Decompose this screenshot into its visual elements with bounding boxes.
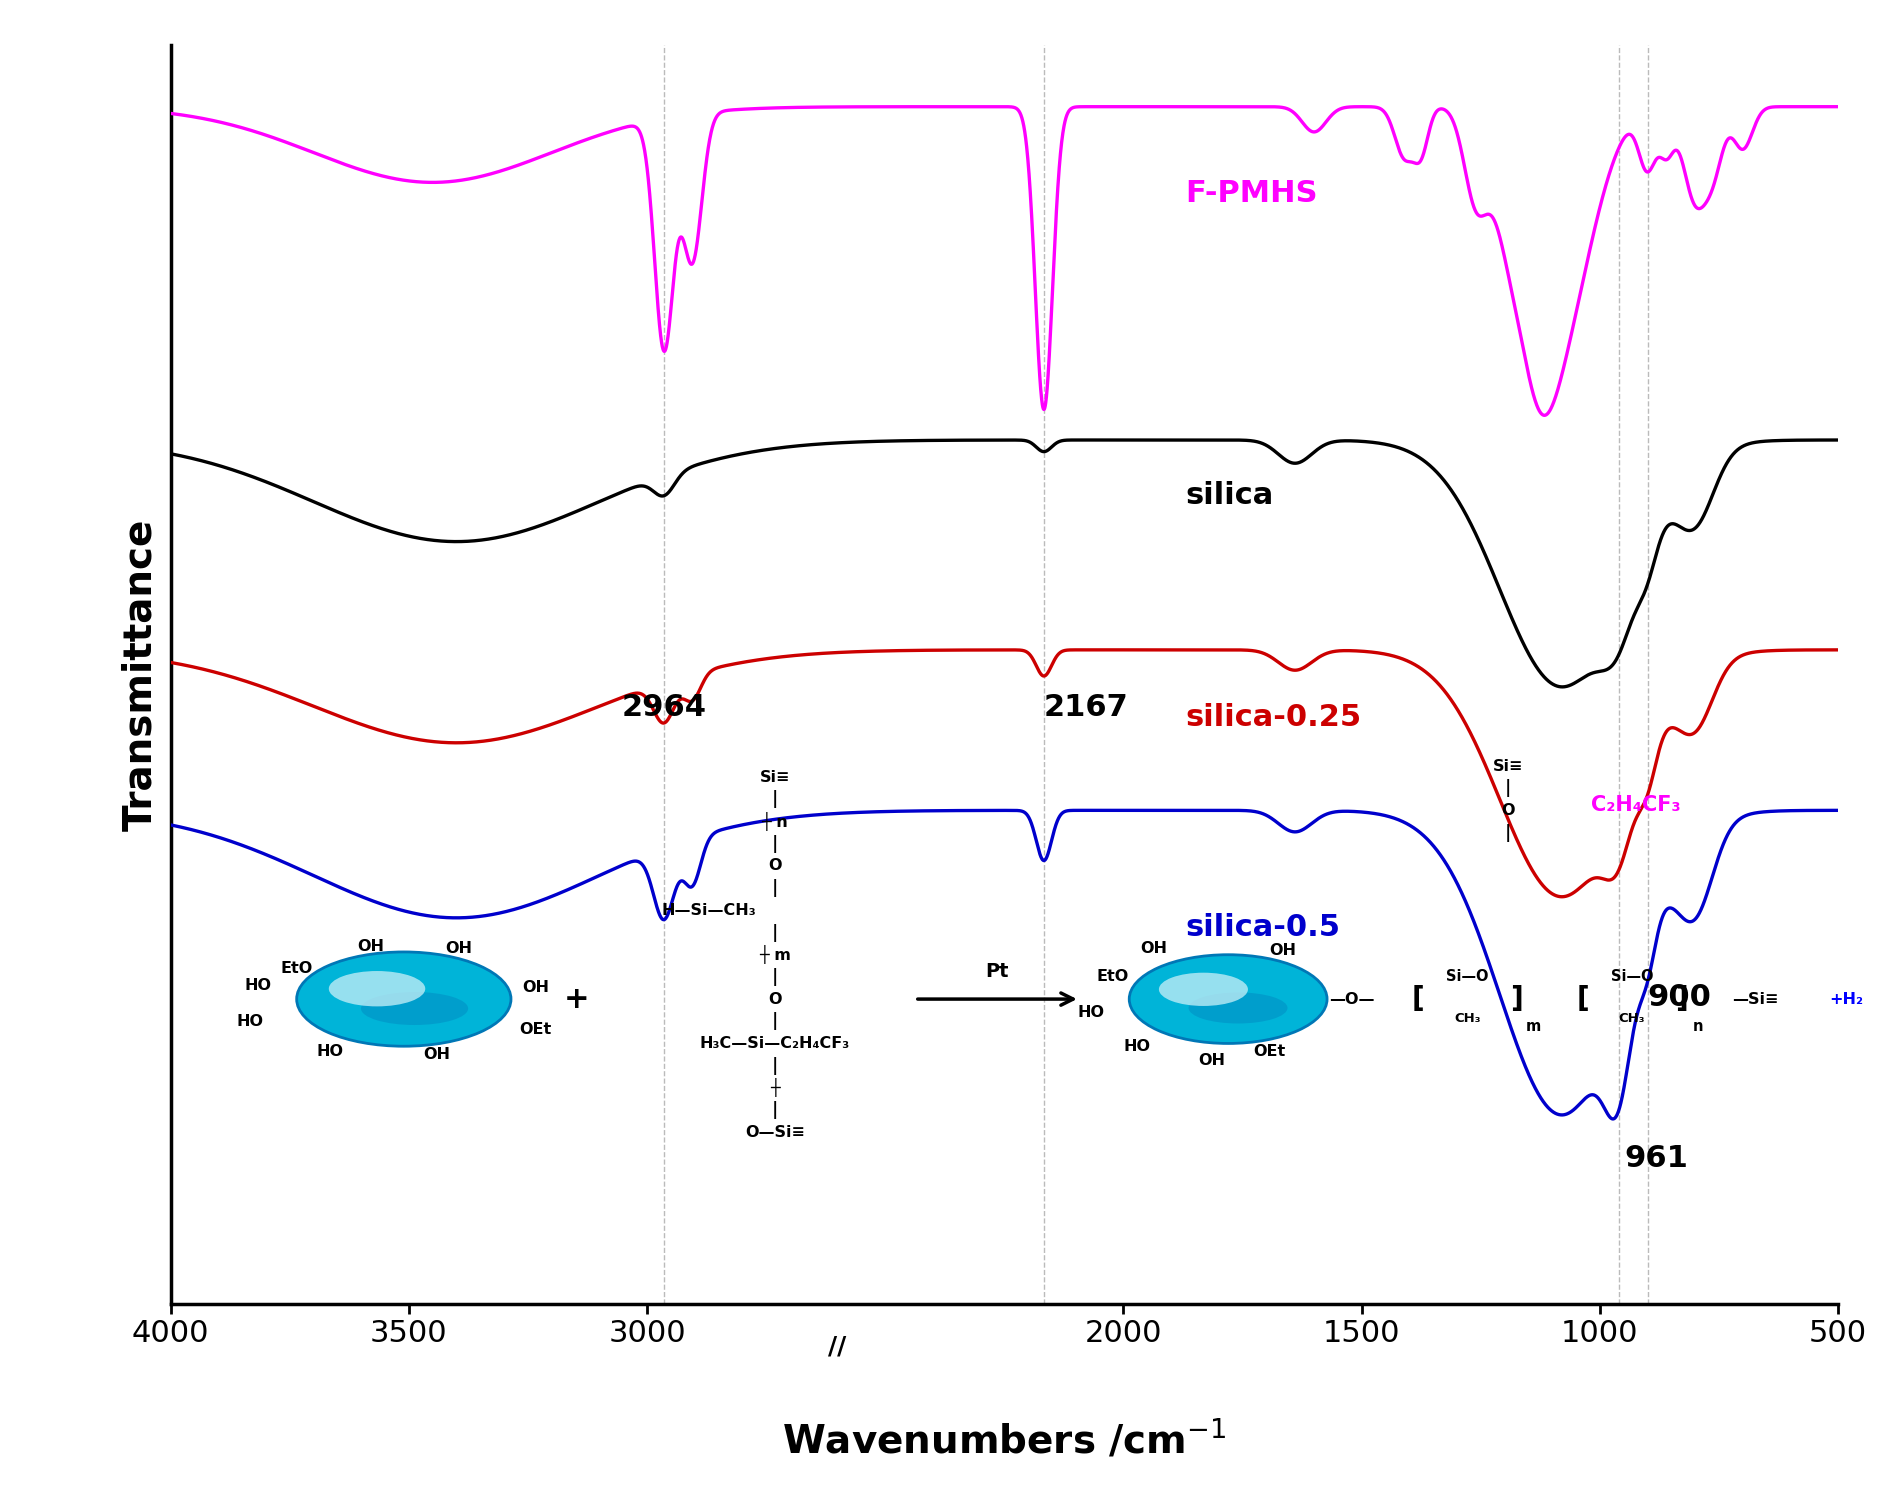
Text: OH: OH <box>1270 943 1296 958</box>
Text: H₃C—Si—C₂H₄CF₃: H₃C—Si—C₂H₄CF₃ <box>699 1036 849 1051</box>
Text: ┼ n: ┼ n <box>762 812 788 830</box>
Text: 900: 900 <box>1647 983 1711 1012</box>
Text: OEt: OEt <box>519 1022 551 1037</box>
Text: ]: ] <box>1675 985 1688 1013</box>
Text: |: | <box>771 923 779 941</box>
Text: 2167: 2167 <box>1044 693 1129 723</box>
Text: |: | <box>771 835 779 853</box>
Text: OH: OH <box>358 938 385 953</box>
Text: HO: HO <box>237 1013 263 1028</box>
Text: |: | <box>771 968 779 986</box>
Text: CH₃: CH₃ <box>1618 1012 1645 1025</box>
Ellipse shape <box>1129 955 1326 1043</box>
Text: HO: HO <box>1078 1006 1105 1021</box>
Text: ]: ] <box>1510 985 1524 1013</box>
Text: OH: OH <box>1141 940 1167 955</box>
Text: O: O <box>767 859 781 874</box>
Ellipse shape <box>360 992 468 1025</box>
Text: O: O <box>1501 803 1516 818</box>
Text: Wavenumbers /cm$^{-1}$: Wavenumbers /cm$^{-1}$ <box>783 1418 1226 1460</box>
Text: ┼: ┼ <box>769 1078 779 1097</box>
Ellipse shape <box>1188 992 1287 1024</box>
Ellipse shape <box>1160 973 1249 1006</box>
Text: |: | <box>771 878 779 898</box>
Text: Si≡: Si≡ <box>760 769 790 785</box>
Text: +: + <box>565 985 589 1013</box>
Text: |: | <box>771 1057 779 1075</box>
Text: +H₂: +H₂ <box>1829 991 1863 1007</box>
Ellipse shape <box>298 952 512 1046</box>
Text: OH: OH <box>423 1046 451 1063</box>
Text: OH: OH <box>1198 1052 1226 1067</box>
Text: HO: HO <box>1124 1039 1150 1054</box>
Text: silica: silica <box>1186 481 1273 510</box>
Text: CH₃: CH₃ <box>1453 1012 1480 1025</box>
Text: OH: OH <box>523 980 550 995</box>
Text: |: | <box>1505 779 1512 797</box>
Text: Pt: Pt <box>985 962 1010 980</box>
Text: O: O <box>767 991 781 1007</box>
Text: Si—O: Si—O <box>1446 970 1488 985</box>
Text: n: n <box>1692 1019 1704 1034</box>
Text: EtO: EtO <box>280 961 313 976</box>
Ellipse shape <box>330 971 424 1006</box>
Text: //: // <box>828 1334 847 1358</box>
Text: EtO: EtO <box>1097 970 1129 985</box>
Text: ┼ m: ┼ m <box>758 946 790 964</box>
Text: 2964: 2964 <box>622 693 707 723</box>
Y-axis label: Transmittance: Transmittance <box>121 519 159 830</box>
Text: Si—O: Si—O <box>1611 970 1652 985</box>
Text: F-PMHS: F-PMHS <box>1186 178 1317 207</box>
Text: |: | <box>771 790 779 808</box>
Text: |: | <box>771 1012 779 1030</box>
Text: O—Si≡: O—Si≡ <box>745 1124 805 1139</box>
Text: [: [ <box>1577 985 1590 1013</box>
Text: m: m <box>1525 1019 1541 1034</box>
Text: |: | <box>771 1100 779 1120</box>
Text: |: | <box>1505 823 1512 842</box>
Text: silica-0.5: silica-0.5 <box>1186 913 1340 941</box>
Text: C₂H₄CF₃: C₂H₄CF₃ <box>1590 794 1681 815</box>
Text: 961: 961 <box>1624 1144 1688 1172</box>
Text: [: [ <box>1412 985 1425 1013</box>
Text: H—Si—CH₃: H—Si—CH₃ <box>661 902 756 917</box>
Text: —O—: —O— <box>1328 991 1374 1007</box>
Text: Si≡: Si≡ <box>1493 758 1524 773</box>
Text: HO: HO <box>244 977 273 992</box>
Text: HO: HO <box>316 1045 343 1060</box>
Text: OH: OH <box>445 940 472 955</box>
Text: OEt: OEt <box>1253 1045 1285 1060</box>
Text: —Si≡: —Si≡ <box>1732 991 1779 1007</box>
Text: silica-0.25: silica-0.25 <box>1186 703 1361 732</box>
